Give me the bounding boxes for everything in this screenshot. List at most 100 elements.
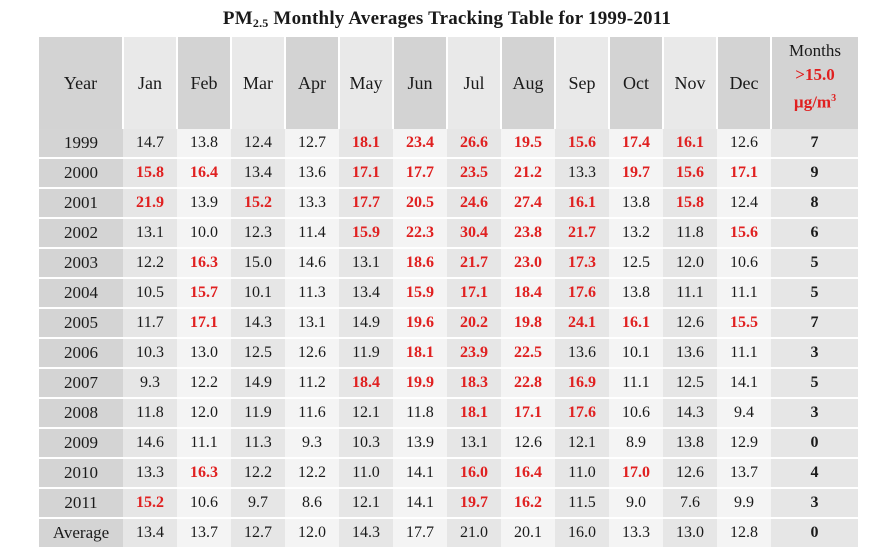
threshold-unit: µg/m [793, 92, 832, 112]
value-cell-dec: 11.1 [717, 278, 771, 309]
value-cell-jun: 20.5 [393, 188, 447, 219]
header-row: Year Jan Feb Mar Apr May Jun Jul Aug Sep Oct Nov De… [39, 37, 858, 129]
value-cell-oct: 9.0 [609, 488, 663, 519]
value-cell-jul: 24.6 [447, 188, 501, 219]
value-cell-apr: 8.6 [285, 488, 339, 519]
value-cell-feb: 12.2 [177, 368, 231, 399]
table-row: 2002 13.1 10.0 12.3 11.4 15.9 22.3 30.4 23.8 21.7… [39, 218, 858, 249]
value-cell-jul: 16.0 [447, 458, 501, 489]
value-cell-feb: 11.1 [177, 428, 231, 459]
value-cell-jul: 23.5 [447, 158, 501, 189]
month-header-jan: Jan [122, 37, 177, 129]
value-cell-nov: 12.6 [663, 308, 717, 339]
value-cell-dec: 17.1 [717, 158, 771, 189]
value-cell-sep: 21.7 [555, 218, 609, 249]
table-row: 2008 11.8 12.0 11.9 11.6 12.1 11.8 18.1 17.1 17.6… [39, 398, 858, 429]
value-cell-jun: 15.9 [393, 278, 447, 309]
value-cell-oct: 19.7 [609, 158, 663, 189]
value-cell-sep: 17.6 [555, 398, 609, 429]
value-cell-aug: 16.2 [501, 488, 555, 519]
value-cell-oct: 16.1 [609, 308, 663, 339]
value-cell-nov: 14.3 [663, 398, 717, 429]
value-cell-may: 17.1 [339, 158, 393, 189]
months-count-title: Months [789, 41, 841, 60]
value-cell-jun: 13.9 [393, 428, 447, 459]
value-cell-apr: 9.3 [285, 428, 339, 459]
value-cell-sep: 17.6 [555, 278, 609, 309]
value-cell-apr: 13.3 [285, 188, 339, 219]
value-cell-mar: 12.5 [231, 338, 285, 369]
value-cell-dec: 15.6 [717, 218, 771, 249]
threshold-unit-exponent: 3 [831, 93, 837, 104]
value-cell-jul: 18.1 [447, 398, 501, 429]
value-cell-dec: 12.4 [717, 188, 771, 219]
value-cell-feb: 16.3 [177, 248, 231, 279]
year-cell: 2006 [39, 338, 123, 369]
value-cell-jan: 15.8 [123, 158, 177, 189]
value-cell-jan: 11.7 [123, 308, 177, 339]
value-cell-aug: 16.4 [501, 458, 555, 489]
value-cell-aug: 27.4 [501, 188, 555, 219]
value-cell-feb: 13.9 [177, 188, 231, 219]
tracking-table: Year Jan Feb Mar Apr May Jun Jul Aug Sep Oct Nov De… [39, 37, 858, 549]
value-cell-feb: 10.6 [177, 488, 231, 519]
year-cell: Average [39, 518, 123, 549]
value-cell-mar: 12.2 [231, 458, 285, 489]
value-cell-mar: 15.2 [231, 188, 285, 219]
value-cell-jun: 14.1 [393, 488, 447, 519]
exceedance-count-cell: 3 [771, 398, 858, 429]
value-cell-jan: 15.2 [123, 488, 177, 519]
value-cell-mar: 9.7 [231, 488, 285, 519]
value-cell-feb: 13.8 [177, 129, 231, 159]
months-count-header: Months >15.0 µg/m3 [770, 37, 858, 129]
value-cell-may: 12.1 [339, 488, 393, 519]
value-cell-aug: 19.5 [501, 129, 555, 159]
exceedance-count-cell: 9 [771, 158, 858, 189]
value-cell-jan: 13.4 [123, 518, 177, 549]
value-cell-oct: 12.5 [609, 248, 663, 279]
value-cell-dec: 15.5 [717, 308, 771, 339]
value-cell-feb: 13.0 [177, 338, 231, 369]
value-cell-apr: 13.1 [285, 308, 339, 339]
year-cell: 2001 [39, 188, 123, 219]
month-header-feb: Feb [176, 37, 231, 129]
table-body: 1999 14.7 13.8 12.4 12.7 18.1 23.4 26.6 19.5 15.6… [39, 129, 858, 549]
value-cell-nov: 12.0 [663, 248, 717, 279]
exceedance-count-cell: 0 [771, 428, 858, 459]
month-header-apr: Apr [284, 37, 339, 129]
exceedance-count-cell: 3 [771, 488, 858, 519]
value-cell-may: 12.1 [339, 398, 393, 429]
exceedance-count-cell: 8 [771, 188, 858, 219]
value-cell-jun: 17.7 [393, 518, 447, 549]
year-cell: 2008 [39, 398, 123, 429]
value-cell-aug: 23.8 [501, 218, 555, 249]
value-cell-jun: 19.6 [393, 308, 447, 339]
value-cell-dec: 9.4 [717, 398, 771, 429]
value-cell-jun: 19.9 [393, 368, 447, 399]
value-cell-dec: 14.1 [717, 368, 771, 399]
value-cell-may: 13.1 [339, 248, 393, 279]
month-header-nov: Nov [662, 37, 717, 129]
value-cell-jul: 21.7 [447, 248, 501, 279]
value-cell-oct: 10.6 [609, 398, 663, 429]
value-cell-mar: 12.4 [231, 129, 285, 159]
value-cell-jun: 17.7 [393, 158, 447, 189]
value-cell-sep: 16.0 [555, 518, 609, 549]
table-row: Average 13.4 13.7 12.7 12.0 14.3 17.7 21.0 20.1 1… [39, 518, 858, 549]
value-cell-may: 13.4 [339, 278, 393, 309]
value-cell-apr: 12.7 [285, 129, 339, 159]
value-cell-dec: 11.1 [717, 338, 771, 369]
value-cell-jun: 22.3 [393, 218, 447, 249]
value-cell-jan: 9.3 [123, 368, 177, 399]
value-cell-nov: 12.6 [663, 458, 717, 489]
value-cell-jul: 26.6 [447, 129, 501, 159]
value-cell-jan: 10.5 [123, 278, 177, 309]
year-cell: 2010 [39, 458, 123, 489]
value-cell-jul: 23.9 [447, 338, 501, 369]
value-cell-oct: 10.1 [609, 338, 663, 369]
value-cell-feb: 12.0 [177, 398, 231, 429]
value-cell-feb: 10.0 [177, 218, 231, 249]
page-title: PM2.5 Monthly Averages Tracking Table fo… [0, 8, 894, 31]
value-cell-mar: 11.3 [231, 428, 285, 459]
value-cell-dec: 10.6 [717, 248, 771, 279]
